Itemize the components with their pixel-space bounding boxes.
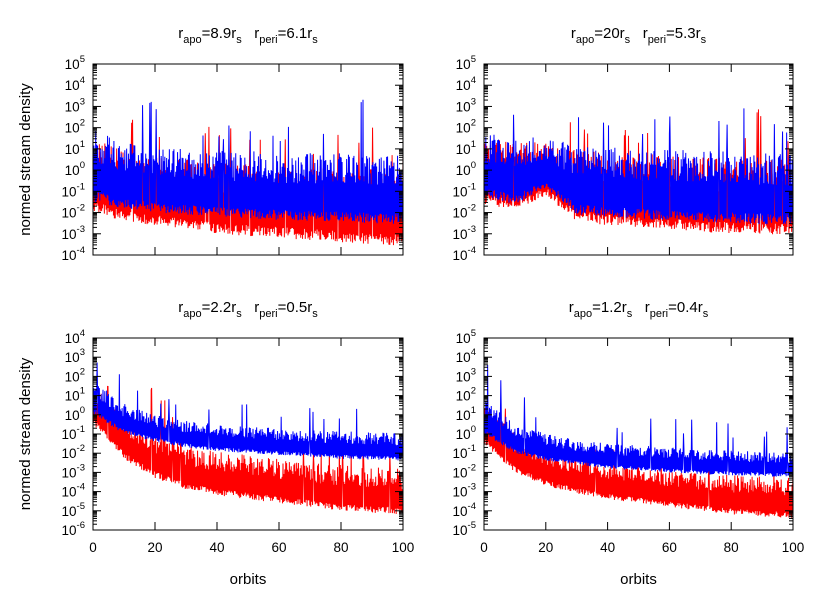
y-tick-label: 102 [65,366,85,384]
y-tick-label: 10-1 [453,181,476,199]
y-tick-label: 10-4 [453,245,476,263]
y-tick-label: 102 [456,386,476,404]
y-tick-label: 10-3 [453,482,476,500]
x-tick-label: 40 [209,540,224,555]
y-tick-label: 102 [65,118,85,136]
y-tick-label: 104 [65,75,85,93]
y-tick-label: 101 [65,139,85,157]
y-tick-label: 10-3 [62,462,85,480]
y-tick-label: 104 [456,347,476,365]
y-tick-label: 10-5 [62,501,85,519]
series-blue-line [484,364,793,477]
panel-title: rapo=20rs rperi=5.3rs [571,25,707,46]
y-tick-label: 105 [456,54,476,72]
y-tick-label: 10-3 [453,224,476,242]
x-tick-label: 60 [271,540,286,555]
x-axis-label: orbits [230,571,267,588]
x-tick-label: 20 [538,540,553,555]
series-red-line [93,385,403,514]
panel-2: 10-4 10-3 10-2 10-1 100 101 102 103 104 105 rapo=2… [453,25,794,263]
y-tick-label: 10-4 [62,482,85,500]
y-tick-label: 10-1 [62,424,85,442]
x-tick-label: 80 [333,540,348,555]
y-tick-label: 104 [456,75,476,93]
y-axis-label: normed stream density [17,357,34,510]
x-tick-label: 60 [662,540,677,555]
y-tick-label: 103 [456,366,476,384]
y-tick-label: 10-2 [62,203,85,221]
y-tick-label: 103 [456,96,476,114]
y-tick-label: 101 [456,405,476,423]
y-tick-label: 100 [456,160,476,178]
y-tick-label: 10-2 [453,203,476,221]
y-tick-label: 10-1 [453,443,476,461]
x-tick-label: 100 [392,540,415,555]
y-tick-label: 100 [65,160,85,178]
y-tick-label: 101 [65,386,85,404]
y-tick-label: 10-1 [62,181,85,199]
y-tick-label: 105 [65,54,85,72]
panel-3: 10-610-510-410-310-210-11001011021031040… [17,299,414,588]
y-tick-label: 101 [456,139,476,157]
panel-title: rapo=8.9rs rperi=6.1rs [178,25,318,46]
y-tick-label: 103 [65,96,85,114]
panel-1: 10-4 10-3 10-2 10-1 100 101 102 103 104 105 normed… [17,25,404,263]
y-tick-label: 100 [65,405,85,423]
series-blue-line [93,99,403,224]
x-tick-label: 0 [89,540,97,555]
y-tick-label: 103 [65,347,85,365]
series-blue-line [484,108,793,225]
y-tick-label: 10-3 [62,224,85,242]
x-axis-label: orbits [620,571,657,588]
y-tick-label: 104 [65,328,85,346]
x-tick-label: 0 [480,540,488,555]
x-tick-label: 100 [782,540,805,555]
panel-title: rapo=1.2rs rperi=0.4rs [569,299,709,320]
x-tick-label: 40 [600,540,615,555]
y-tick-label: 10-2 [453,462,476,480]
series-blue-line [93,362,403,461]
y-tick-label: 10-2 [62,443,85,461]
y-axis-label: normed stream density [17,83,34,236]
y-tick-label: 10-6 [62,520,85,538]
x-tick-label: 20 [147,540,162,555]
panel-title: rapo=2.2rs rperi=0.5rs [178,299,318,320]
y-tick-label: 10-4 [62,245,85,263]
y-tick-label: 100 [456,424,476,442]
y-tick-label: 10-4 [453,501,476,519]
y-tick-label: 102 [456,118,476,136]
x-tick-label: 80 [724,540,739,555]
y-tick-label: 105 [456,328,476,346]
y-tick-label: 10-5 [453,520,476,538]
